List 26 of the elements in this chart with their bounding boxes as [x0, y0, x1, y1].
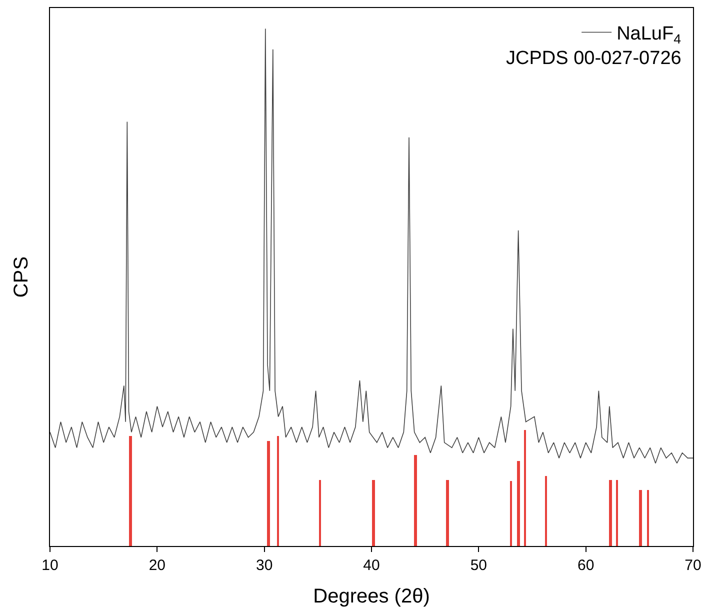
bar: [524, 430, 526, 546]
bar: [609, 480, 612, 546]
bar: [319, 480, 321, 546]
bar: [129, 436, 132, 546]
x-tick-label: 10: [42, 557, 58, 574]
x-tick-label: 50: [470, 557, 488, 574]
bar: [510, 481, 512, 546]
bar: [372, 480, 375, 546]
x-axis-title: Degrees (2θ): [313, 586, 430, 608]
bar: [639, 490, 642, 546]
bar: [267, 441, 270, 546]
annotation: JCPDS 00-027-0726: [506, 48, 682, 69]
bar: [414, 455, 417, 546]
legend-label: NaLuF$_{4}$: [616, 24, 682, 47]
bar: [277, 436, 279, 546]
bar: [446, 480, 449, 546]
bar: [517, 461, 520, 546]
x-tick-label: 60: [577, 557, 594, 574]
x-tick-label: 70: [684, 557, 702, 574]
bar: [616, 480, 618, 546]
x-tick-label: 30: [256, 557, 273, 574]
bar: [647, 490, 649, 546]
x-tick-label: 20: [148, 557, 166, 574]
y-axis-title: CPS: [10, 256, 32, 298]
x-tick-label: 40: [363, 557, 380, 574]
bar: [545, 476, 547, 546]
